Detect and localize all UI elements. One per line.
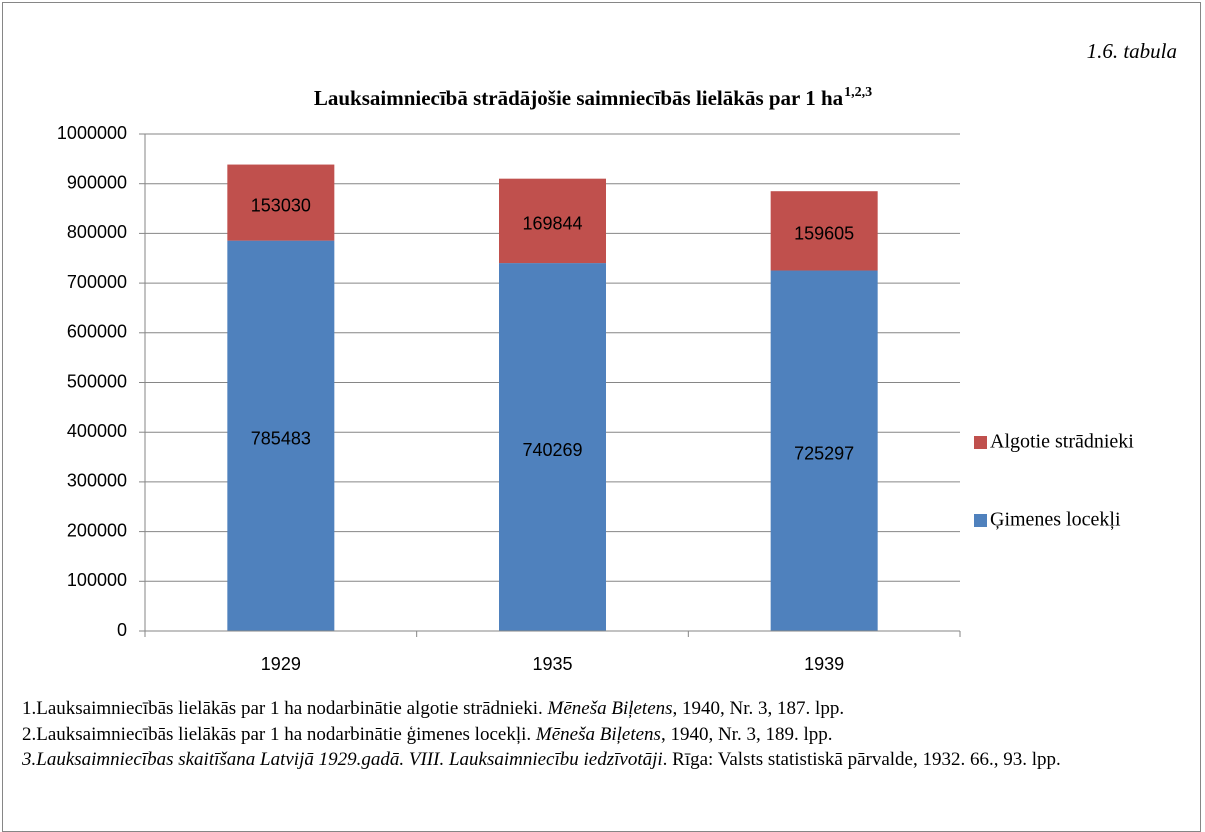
x-tick-label: 1935 [532,654,572,674]
y-tick-label: 900000 [67,172,127,192]
y-tick-label: 700000 [67,272,127,292]
title-text: Lauksaimniecībā strādājošie saimniecībās… [314,86,844,110]
bar-segment [770,270,878,631]
chart: 1.6. tabula Lauksaimniecībā strādājošie … [57,39,1177,674]
data-label: 169844 [522,214,582,234]
footnote-part: . Rīga: Valsts statistiskā pārvalde, 193… [662,749,1061,770]
bar-segment [499,263,606,631]
y-tick-label: 800000 [67,222,127,242]
legend-swatch [974,514,987,527]
data-label: 159605 [794,224,854,244]
footnote-part: , 1940, Nr. 3, 187. lpp. [672,698,845,719]
y-tick-label: 200000 [67,520,127,540]
bar-segment [227,164,335,241]
y-tick-label: 0 [117,620,127,640]
title-note: 1,2,3 [844,85,872,100]
bar-segment [499,178,606,264]
y-tick-label: 600000 [67,322,127,342]
footnote: 3.Lauksaimniecības skaitīšana Latvijā 19… [22,747,1187,773]
footnote-part: 1.Lauksaimniecībās lielākās par 1 ha nod… [22,698,548,719]
y-tick-label: 300000 [67,471,127,491]
footnote-part: Mēneša Biļetens [547,698,673,719]
footnote-part: Mēneša Biļetens [535,723,661,745]
footnote-part: , 1940, Nr. 3, 189. lpp. [660,723,833,745]
y-tick-label: 500000 [67,371,127,391]
data-label: 153030 [251,195,311,215]
data-label: 725297 [794,444,854,464]
y-tick-label: 400000 [67,421,127,441]
footnote-part: 3.Lauksaimniecības skaitīšana Latvijā 19… [22,749,663,770]
footnote: 2.Lauksaimniecībās lielākās par 1 ha nod… [22,722,1187,748]
table-label: 1.6. tabula [1087,39,1177,63]
footnote: 1.Lauksaimniecībās lielākās par 1 ha nod… [22,696,1187,722]
bar-segment [770,191,878,271]
footnotes: 1.Lauksaimniecībās lielākās par 1 ha nod… [22,696,1187,773]
y-tick-label: 100000 [67,570,127,590]
data-label: 785483 [251,429,311,449]
footnote-part: 2.Lauksaimniecībās lielākās par 1 ha nod… [22,723,536,745]
x-tick-label: 1929 [261,654,301,674]
y-tick-label: 1000000 [57,123,127,143]
bar-segment [227,240,335,632]
legend-swatch [974,436,987,449]
legend-label: Algotie strādnieki [990,431,1134,453]
x-tick-label: 1939 [804,654,844,674]
chart-title: Lauksaimniecībā strādājošie saimniecībās… [314,85,872,110]
data-label: 740269 [522,440,582,460]
legend-label: Ģimenes locekļi [990,509,1121,531]
